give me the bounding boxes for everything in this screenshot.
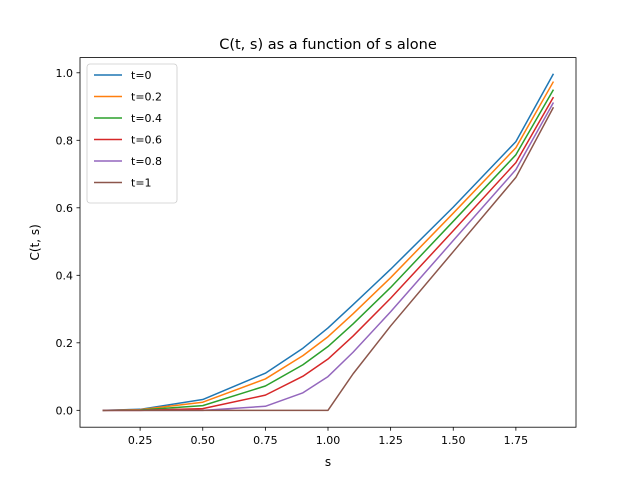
x-tick-label: 0.75 xyxy=(253,434,278,447)
y-tick-label: 0.2 xyxy=(56,337,74,350)
legend-box xyxy=(86,63,178,204)
y-tick-label: 0.6 xyxy=(56,202,74,215)
y-axis-label: C(t, s) xyxy=(28,224,42,260)
legend-label-4: t=0.8 xyxy=(131,155,162,168)
x-tick-label: 1.75 xyxy=(504,434,529,447)
x-axis-label: s xyxy=(325,455,331,469)
series-line-5 xyxy=(102,106,555,412)
y-tick-label: 0.4 xyxy=(56,269,74,282)
series-line-3 xyxy=(102,96,555,412)
legend-label-0: t=0 xyxy=(131,69,152,82)
x-tick-label: 1.25 xyxy=(378,434,403,447)
chart-title: C(t, s) as a function of s alone xyxy=(219,37,437,53)
legend-label-3: t=0.6 xyxy=(131,134,162,147)
y-axis: 0.0 0.2 0.4 0.6 0.8 1.0 xyxy=(56,67,80,417)
legend-label-1: t=0.2 xyxy=(131,91,162,104)
legend: t=0 t=0.2 t=0.4 t=0.6 t=0.8 t=1 xyxy=(86,63,178,204)
legend-label-5: t=1 xyxy=(131,177,152,190)
y-tick-label: 1.0 xyxy=(56,67,74,80)
y-tick-label: 0.8 xyxy=(56,134,74,147)
series-line-2 xyxy=(102,89,555,412)
x-tick-label: 1.50 xyxy=(441,434,466,447)
x-tick-label: 0.25 xyxy=(128,434,153,447)
x-axis: 0.25 0.50 0.75 1.00 1.25 1.50 1.75 xyxy=(128,427,528,447)
legend-label-2: t=0.4 xyxy=(131,112,162,125)
x-tick-label: 1.00 xyxy=(316,434,341,447)
x-tick-label: 0.50 xyxy=(190,434,215,447)
y-tick-label: 0.0 xyxy=(56,404,74,417)
series-layer xyxy=(102,73,555,412)
series-line-1 xyxy=(102,81,555,412)
series-line-0 xyxy=(102,73,555,412)
